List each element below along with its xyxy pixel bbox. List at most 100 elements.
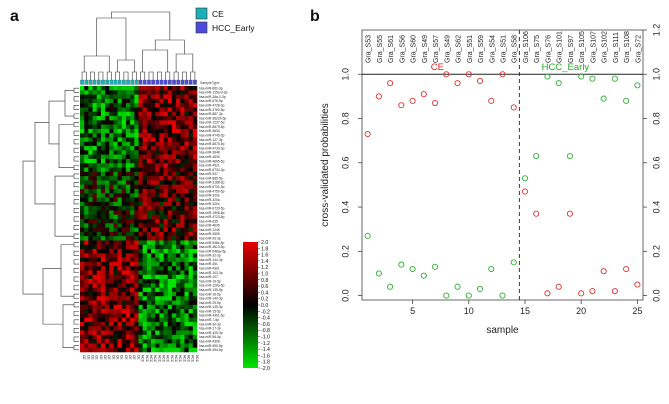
heatmap-cell	[113, 279, 118, 284]
sample-type-cell	[180, 79, 185, 85]
heatmap-cell	[92, 133, 98, 138]
heatmap-cell	[171, 120, 177, 125]
heatmap-cell	[92, 188, 98, 194]
heatmap-cell	[155, 103, 160, 108]
heatmap-cell	[92, 111, 98, 117]
heatmap-cell	[167, 158, 173, 164]
heatmap-cell	[134, 270, 139, 276]
heatmap-cell	[180, 296, 185, 301]
heatmap-cell	[176, 253, 181, 258]
heatmap-cell	[142, 300, 148, 306]
heatmap-cell	[163, 300, 169, 306]
heatmap-cell	[159, 133, 164, 138]
sample-label: Gra_S59	[478, 35, 485, 63]
row-dendrogram-branch	[73, 173, 79, 179]
row-dendrogram-branch	[73, 96, 79, 102]
row-label: hsa-miR-4733-3p	[199, 146, 225, 150]
row-label: hsa-miR-29-5p	[199, 301, 221, 305]
heatmap-cell	[88, 120, 93, 125]
heatmap-cell	[125, 86, 131, 91]
column-dendrogram-branch	[83, 55, 110, 72]
heatmap-cell	[142, 330, 148, 336]
heatmap-cell	[84, 137, 89, 143]
heatmap-cell	[84, 86, 89, 91]
heatmap-cell	[192, 227, 198, 233]
heatmap-cell	[184, 309, 189, 314]
heatmap-cell	[176, 227, 181, 233]
heatmap-cell	[159, 103, 164, 108]
heatmap-cell	[109, 206, 114, 211]
row-dendrogram-branch	[73, 250, 79, 256]
row-label: hsa-miR-494-5p	[199, 348, 223, 352]
column-label: CE	[99, 355, 103, 360]
heatmap-cell	[100, 103, 106, 108]
heatmap-cell	[100, 128, 106, 134]
heatmap-cell	[138, 197, 143, 203]
row-label: hsa-miR-676-5p	[199, 99, 223, 103]
heatmap-cell	[159, 266, 164, 271]
heatmap-cell	[84, 240, 89, 246]
heatmap-cell	[130, 158, 135, 164]
heatmap-cell	[109, 300, 114, 306]
heatmap-cell	[184, 339, 189, 344]
heatmap-cell	[117, 231, 123, 237]
row-label: hsa-miR-887-3p	[199, 112, 223, 116]
heatmap-cell	[142, 321, 148, 327]
row-label: hsa-miR-4306	[199, 339, 220, 343]
heatmap-cell	[188, 219, 194, 224]
heatmap-cell	[80, 141, 85, 147]
heatmap-cell	[184, 141, 189, 147]
heatmap-cell	[113, 103, 118, 108]
heatmap-cell	[130, 210, 135, 216]
heatmap-cell	[80, 154, 85, 160]
heatmap-cell	[121, 313, 127, 318]
heatmap-cell	[117, 201, 123, 207]
heatmap-cell	[88, 296, 93, 301]
heatmap-cell	[184, 296, 189, 301]
heatmap-cell	[146, 86, 152, 91]
data-point	[533, 153, 540, 160]
heatmap-cell	[113, 317, 118, 323]
sample-type-cell	[147, 79, 151, 85]
heatmap-cell	[163, 244, 169, 250]
heatmap-cell	[92, 150, 98, 155]
heatmap-cell	[130, 343, 135, 349]
heatmap-cell	[142, 347, 148, 353]
heatmap-cell	[159, 158, 164, 164]
heatmap-cell	[142, 244, 148, 250]
heatmap-cell	[192, 154, 198, 160]
heatmap-cell	[146, 176, 152, 181]
heatmap-cell	[138, 176, 143, 181]
heatmap-cell	[176, 197, 181, 203]
heatmap-cell	[188, 184, 194, 190]
heatmap-cell	[138, 219, 143, 224]
heatmap-cell	[171, 317, 177, 323]
heatmap-cell	[125, 111, 131, 117]
heatmap-cell	[159, 223, 164, 228]
heatmap-cell	[84, 347, 89, 353]
heatmap-cell	[125, 283, 131, 288]
heatmap-cell	[188, 287, 194, 293]
column-dendrogram-branch	[115, 71, 120, 80]
heatmap-cell	[171, 180, 177, 185]
heatmap-cell	[125, 296, 131, 301]
heatmap-cell	[125, 326, 131, 331]
heatmap-cell	[176, 107, 181, 113]
heatmap-cell	[138, 274, 143, 280]
heatmap-cell	[138, 111, 143, 117]
heatmap-cell	[192, 210, 198, 216]
heatmap-cell	[167, 128, 173, 134]
row-dendrogram-branch	[22, 160, 43, 295]
heatmap-cell	[96, 219, 102, 224]
heatmap-cell	[184, 163, 189, 168]
row-dendrogram-branch	[73, 113, 79, 119]
data-point	[375, 270, 382, 277]
heatmap-cell	[88, 141, 93, 147]
heatmap-cell	[100, 201, 106, 207]
heatmap-cell	[180, 201, 185, 207]
heatmap-cell	[117, 103, 123, 108]
heatmap-cell	[171, 163, 177, 168]
heatmap-cell	[134, 279, 139, 284]
heatmap-cell	[151, 236, 156, 241]
